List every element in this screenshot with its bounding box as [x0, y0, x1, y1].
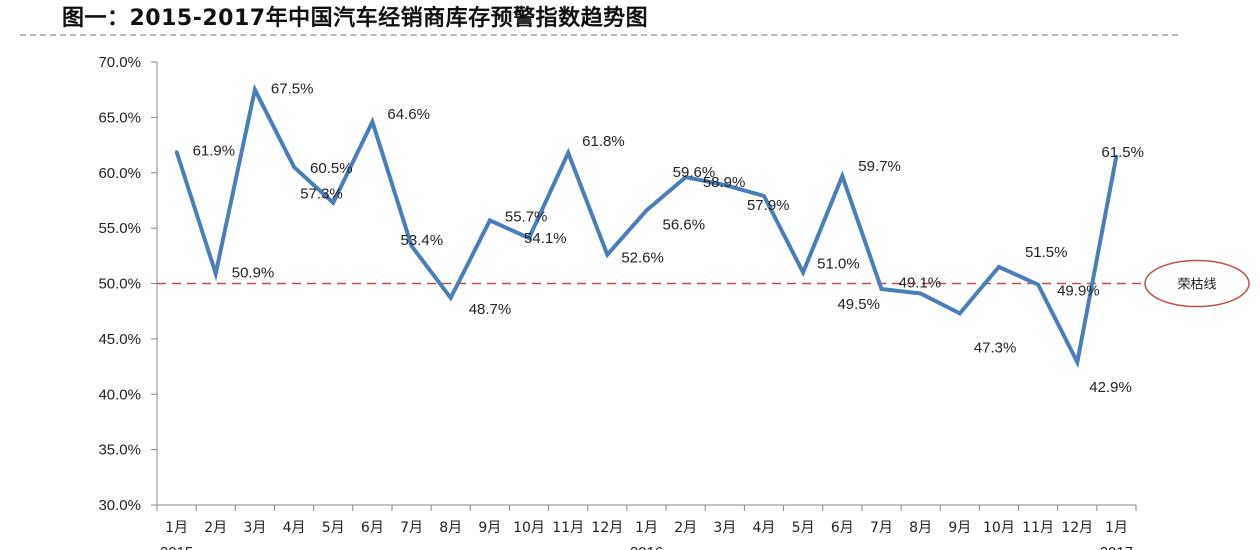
year-label: 2016 [630, 544, 663, 550]
x-tick-label: 1月 [635, 520, 658, 536]
data-label: 42.9% [1089, 379, 1132, 396]
title-divider [20, 34, 1178, 36]
data-point [840, 174, 844, 178]
x-tick-label: 1月 [165, 520, 188, 536]
data-label: 49.1% [899, 274, 942, 291]
data-point [370, 120, 374, 124]
x-tick-label: 8月 [439, 520, 462, 536]
data-label: 51.5% [1025, 244, 1068, 261]
x-tick-label: 10月 [513, 520, 545, 536]
data-label: 51.0% [817, 255, 860, 272]
data-point [919, 291, 923, 295]
data-point [527, 236, 531, 240]
data-label: 56.6% [663, 216, 706, 233]
data-point [801, 270, 805, 274]
data-label: 64.6% [387, 106, 430, 123]
data-point [1036, 283, 1040, 287]
data-point [253, 88, 257, 92]
y-tick-label: 45.0% [98, 331, 141, 348]
y-tick-label: 40.0% [98, 386, 141, 403]
x-tick-label: 3月 [713, 520, 736, 536]
data-label: 61.9% [193, 143, 236, 160]
x-tick-label: 11月 [552, 520, 584, 536]
x-tick-label: 4月 [283, 520, 306, 536]
x-tick-label: 5月 [322, 520, 345, 536]
y-tick-label: 55.0% [98, 220, 141, 237]
data-label: 49.9% [1057, 283, 1100, 300]
data-label: 57.9% [747, 197, 790, 214]
data-label: 55.7% [505, 208, 548, 225]
y-tick-label: 30.0% [98, 497, 141, 514]
reference-line-label: 荣枯线 [1177, 278, 1216, 293]
data-label: 49.5% [837, 296, 880, 313]
x-tick-label: 9月 [478, 520, 501, 536]
data-label: 58.9% [703, 174, 746, 191]
year-label: 2017 [1100, 544, 1133, 550]
x-tick-label: 12月 [591, 520, 623, 536]
data-point [997, 265, 1001, 269]
data-label: 54.1% [524, 230, 567, 247]
x-tick-label: 3月 [243, 520, 266, 536]
reference-line-badge [1144, 259, 1250, 308]
data-point [292, 165, 296, 169]
data-label: 67.5% [271, 81, 314, 98]
data-label: 50.9% [232, 265, 275, 282]
x-tick-label: 9月 [948, 520, 971, 536]
x-tick-label: 6月 [361, 520, 384, 536]
x-tick-label: 10月 [983, 520, 1015, 536]
data-label: 59.7% [858, 158, 901, 175]
y-tick-label: 70.0% [98, 54, 141, 71]
chart-axes: 30.0% 35.0% 40.0% 45.0% 50.0% 55.0% 60.0% 65.0%… [98, 54, 1137, 550]
data-point [1075, 360, 1079, 364]
x-tick-label: 2月 [204, 520, 227, 536]
y-tick-label: 50.0% [98, 276, 141, 293]
x-tick-label: 7月 [870, 520, 893, 536]
data-label: 59.6% [673, 164, 716, 181]
data-point [449, 296, 453, 300]
series-line [174, 83, 1119, 369]
x-tick-label: 6月 [831, 520, 854, 536]
data-point [175, 150, 179, 154]
data-label: 57.3% [300, 186, 343, 203]
data-label: 47.3% [974, 339, 1017, 356]
y-tick-label: 60.0% [98, 165, 141, 182]
x-tick-label: 2月 [674, 520, 697, 536]
series-group [174, 83, 1119, 369]
data-label: 61.8% [582, 133, 625, 150]
data-label: 48.7% [469, 301, 512, 318]
y-tick-label: 35.0% [98, 442, 141, 459]
data-point [488, 218, 492, 222]
x-tick-label: 4月 [753, 520, 776, 536]
data-point [645, 208, 648, 212]
x-tick-label: 12月 [1061, 520, 1093, 536]
data-point [723, 183, 727, 187]
data-point [1114, 154, 1118, 158]
x-tick-label: 11月 [1022, 520, 1054, 536]
chart-title: 图一：2015-2017年中国汽车经销商库存预警指数趋势图 [62, 6, 649, 31]
x-tick-label: 1月 [1105, 520, 1128, 536]
x-tick-label: 7月 [400, 520, 423, 536]
data-label: 53.4% [401, 232, 444, 249]
data-label: 60.5% [310, 160, 353, 177]
data-label: 52.6% [621, 250, 664, 267]
data-label: 61.5% [1101, 144, 1144, 161]
x-tick-label: 5月 [792, 520, 815, 536]
x-tick-label: 8月 [909, 520, 932, 536]
data-point [879, 287, 883, 291]
data-labels: 61.9% 50.9% 67.5% 60.5% 57.3% 64.6% 53.4% 48.7%… [193, 81, 1144, 396]
data-point [331, 201, 335, 205]
data-point [410, 244, 414, 248]
data-point [958, 311, 962, 315]
reference-line-group: 荣枯线 [157, 259, 1250, 308]
data-point [605, 253, 609, 257]
year-label: 2015 [160, 544, 193, 550]
data-point [214, 272, 218, 276]
data-point [684, 175, 688, 179]
data-point [566, 151, 570, 155]
data-point [762, 194, 766, 198]
y-tick-label: 65.0% [98, 109, 141, 126]
